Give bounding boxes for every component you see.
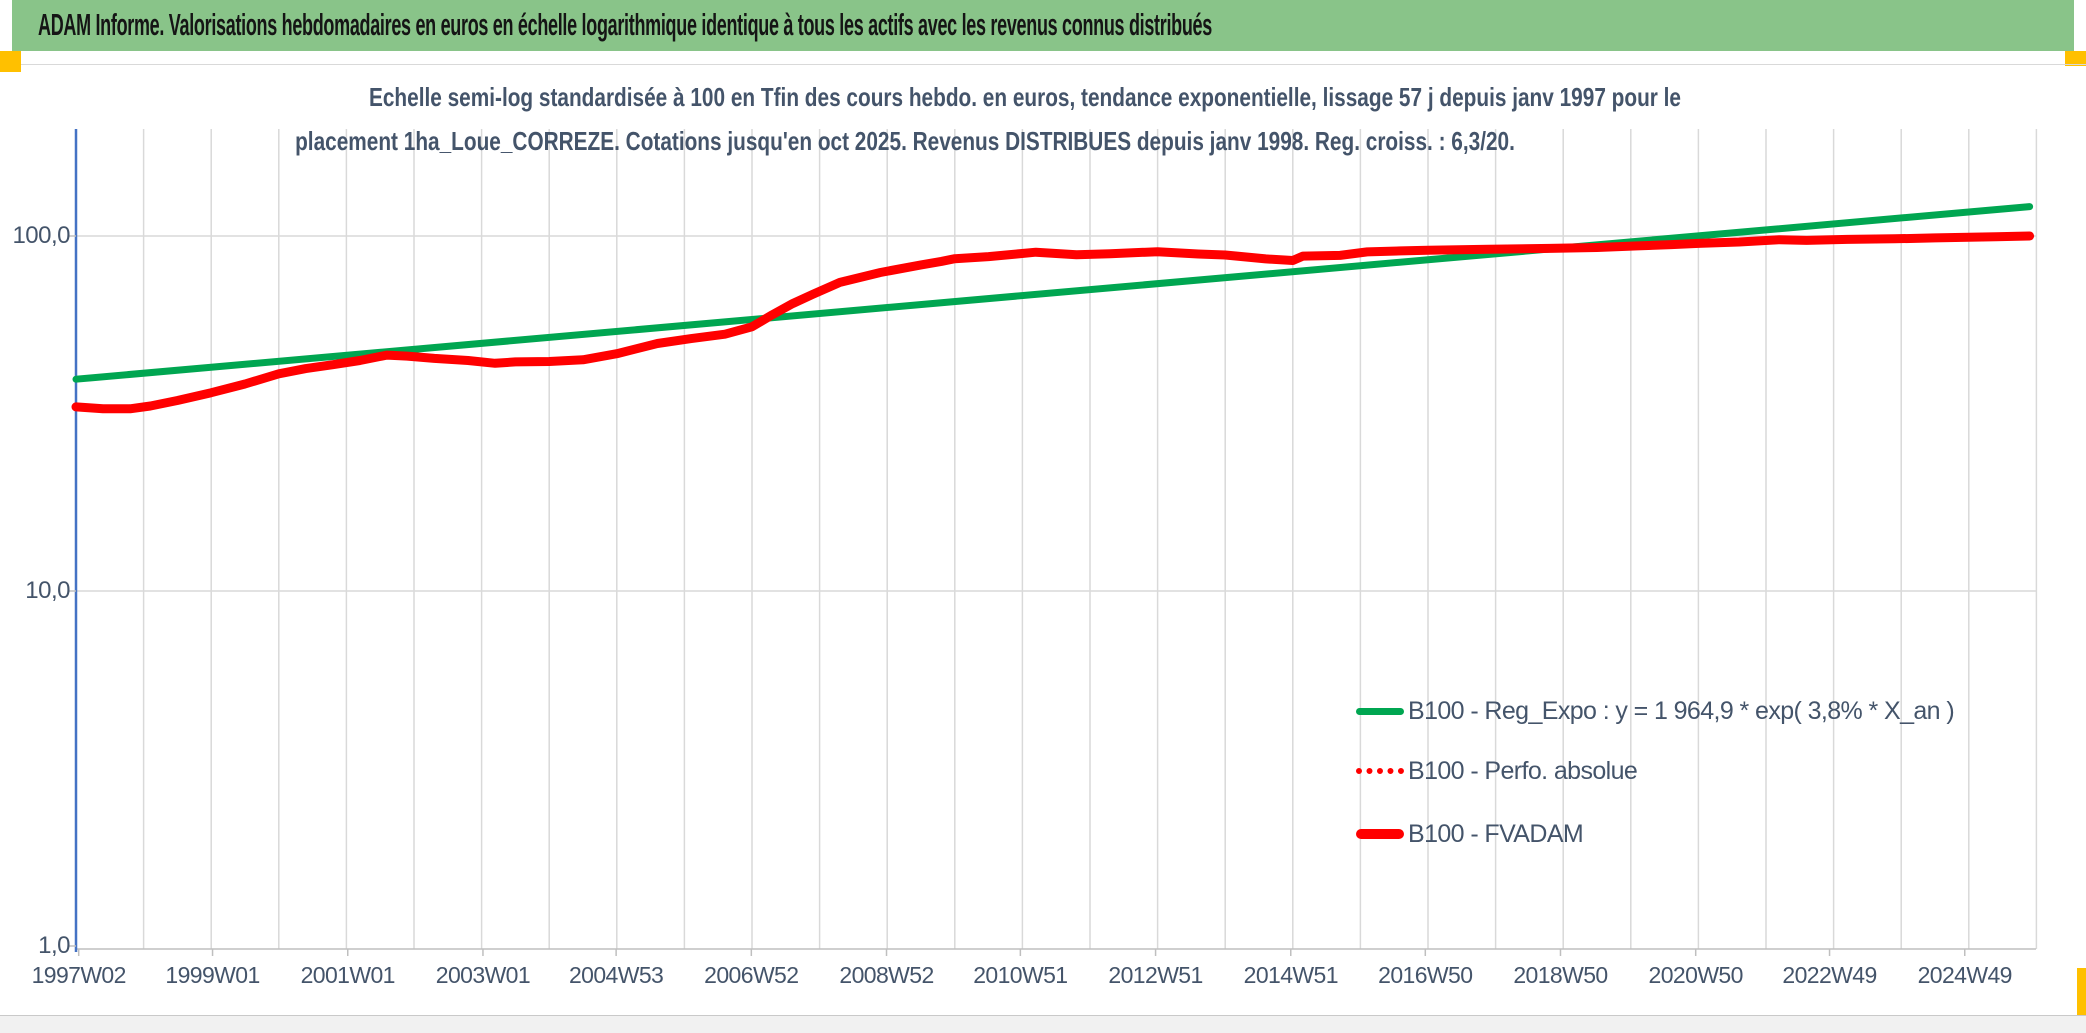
x-axis-label: 2001W01 bbox=[300, 962, 396, 988]
solid-line-swatch-icon bbox=[1356, 829, 1404, 839]
x-axis-label: 2016W50 bbox=[1378, 962, 1473, 988]
dotted-line-swatch-icon bbox=[1356, 768, 1404, 774]
y-axis-label: 10,0 bbox=[25, 577, 70, 604]
y-axis-label: 100,0 bbox=[12, 222, 70, 249]
x-axis-label: 2022W49 bbox=[1782, 962, 1877, 988]
chart-subtitle-line1: Echelle semi-log standardisée à 100 en T… bbox=[368, 82, 1682, 112]
chart-card-bottom-border bbox=[0, 1015, 2086, 1016]
data-series-lines bbox=[71, 203, 2035, 414]
x-axis-label: 2004W53 bbox=[568, 962, 664, 988]
legend-item: B100 - Perfo. absolue bbox=[1356, 754, 1638, 788]
series-line-perfo-absolue bbox=[73, 233, 2033, 412]
corner-marker-top-left bbox=[0, 51, 21, 72]
chart-subtitle-line2: placement 1ha_Loue_CORREZE. Cotations ju… bbox=[295, 126, 1515, 156]
bottom-strip bbox=[0, 1016, 2086, 1033]
legend-label: B100 - Perfo. absolue bbox=[1408, 756, 1638, 785]
legend-label: B100 - FVADAM bbox=[1408, 819, 1584, 848]
chart-card-top-border bbox=[21, 64, 2086, 65]
x-axis-label: 2020W50 bbox=[1648, 962, 1744, 988]
corner-marker-bottom-right bbox=[2077, 968, 2086, 1015]
x-axis-label: 2014W51 bbox=[1243, 962, 1339, 988]
legend-item: B100 - Reg_Expo : y = 1 964,9 * exp( 3,8… bbox=[1356, 694, 1955, 728]
x-axis-label: 2010W51 bbox=[973, 962, 1068, 988]
report-title: ADAM Informe. Valorisations hebdomadaire… bbox=[38, 7, 1212, 42]
legend-item: B100 - FVADAM bbox=[1356, 817, 1584, 851]
x-axis-label: 1999W01 bbox=[165, 962, 260, 988]
x-axis-label: 2006W52 bbox=[704, 962, 799, 988]
corner-marker-top-right bbox=[2065, 51, 2086, 66]
x-axis-label: 2018W50 bbox=[1513, 962, 1608, 988]
legend-label: B100 - Reg_Expo : y = 1 964,9 * exp( 3,8… bbox=[1408, 696, 1955, 725]
y-axis-label: 1,0 bbox=[38, 932, 70, 959]
x-axis-label: 2003W01 bbox=[435, 962, 531, 988]
solid-line-swatch-icon bbox=[1356, 707, 1404, 715]
gridlines bbox=[76, 129, 2038, 949]
series-line-fvadam bbox=[71, 231, 2035, 414]
x-axis-label: 2024W49 bbox=[1917, 962, 2013, 988]
x-axis-label: 2008W52 bbox=[839, 962, 934, 988]
series-line-reg-expo-y-1-964-9-exp-3-8-x-an- bbox=[72, 203, 2034, 383]
axes bbox=[68, 129, 2036, 956]
title-bar: ADAM Informe. Valorisations hebdomadaire… bbox=[12, 0, 2074, 51]
x-axis-label: 2012W51 bbox=[1108, 962, 1203, 988]
x-axis-label: 1997W02 bbox=[31, 962, 127, 988]
